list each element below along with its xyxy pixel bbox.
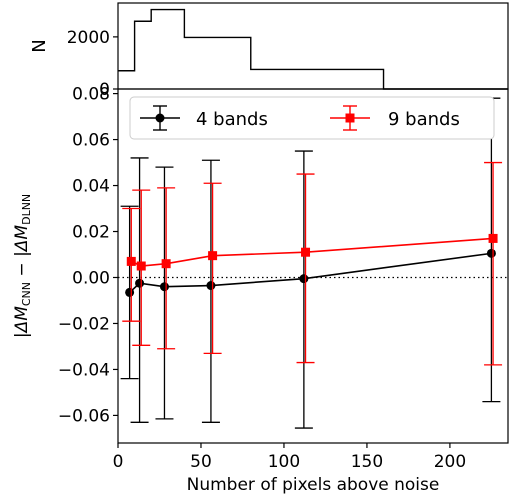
main-x-tick-label: 150: [351, 452, 383, 472]
ylabel-part-sub2: DLNN: [20, 194, 33, 225]
main-y-tick-label: 0.06: [72, 131, 110, 151]
series-layer: [120, 97, 503, 429]
main-y-tick-label: −0.02: [58, 314, 110, 334]
data-point-4-bands: [299, 274, 309, 284]
data-point-4-bands: [206, 281, 216, 291]
main-y-ticks: −0.06 −0.04 −0.02 0.00 0.02 0.04 0.06 0.08: [58, 85, 118, 426]
legend-label-9-bands: 9 bands: [388, 109, 460, 130]
main-x-tick-label: 200: [434, 452, 466, 472]
series-9-bands: [122, 161, 503, 366]
main-y-tick-label: −0.06: [58, 406, 110, 426]
data-point-9-bands: [136, 261, 146, 271]
main-x-tick-label: 50: [190, 452, 212, 472]
main-panel: −0.06 −0.04 −0.02 0.00 0.02 0.04 0.06 0.08 0 50 1…: [12, 85, 509, 495]
histogram-step-line: [118, 8, 508, 90]
legend-box: [129, 96, 495, 140]
main-x-tick-label: 0: [113, 452, 124, 472]
main-y-tick-label: 0.02: [72, 223, 110, 243]
histogram-y-label: N: [29, 39, 50, 52]
ylabel-part-mid: − |ΔM: [12, 225, 32, 282]
main-y-tick-label: 0.00: [72, 268, 110, 288]
data-point-9-bands: [208, 251, 218, 261]
legend-entry-9-bands: 9 bands: [330, 105, 460, 131]
histogram-frame: [117, 2, 509, 90]
ylabel-part-main: |ΔM: [12, 306, 32, 338]
main-x-ticks: 0 50 100 150 200: [113, 443, 466, 472]
legend-label-4-bands: 4 bands: [196, 109, 268, 130]
data-point-9-bands: [488, 233, 498, 243]
main-x-tick-label: 100: [268, 452, 300, 472]
legend: 4 bands 9 bands: [129, 96, 495, 140]
ylabel-part-sub1: CNN: [20, 282, 33, 306]
hist-y-tick-label: 0: [99, 80, 110, 100]
data-point-4-bands: [486, 248, 496, 258]
data-point-9-bands: [126, 256, 136, 266]
main-frame: [117, 88, 509, 444]
main-y-tick-label: −0.04: [58, 360, 110, 380]
legend-entry-4-bands: 4 bands: [140, 105, 268, 131]
data-point-9-bands: [301, 247, 311, 257]
data-point-4-bands: [125, 287, 135, 297]
histogram-y-ticks: 0 2000: [67, 28, 118, 100]
data-point-9-bands: [161, 259, 171, 269]
hist-y-tick-label: 2000: [67, 28, 110, 48]
data-point-4-bands: [159, 282, 169, 292]
main-y-tick-label: 0.04: [72, 177, 110, 197]
series-4-bands: [120, 97, 501, 429]
main-x-label: Number of pixels above noise: [187, 475, 440, 495]
data-point-4-bands: [135, 278, 145, 288]
main-y-tick-label: 0.08: [72, 85, 110, 105]
series-line-9-bands: [130, 237, 494, 267]
main-y-label: |ΔMCNN − |ΔMDLNN: [12, 194, 33, 338]
series-line-4-bands: [129, 252, 492, 294]
